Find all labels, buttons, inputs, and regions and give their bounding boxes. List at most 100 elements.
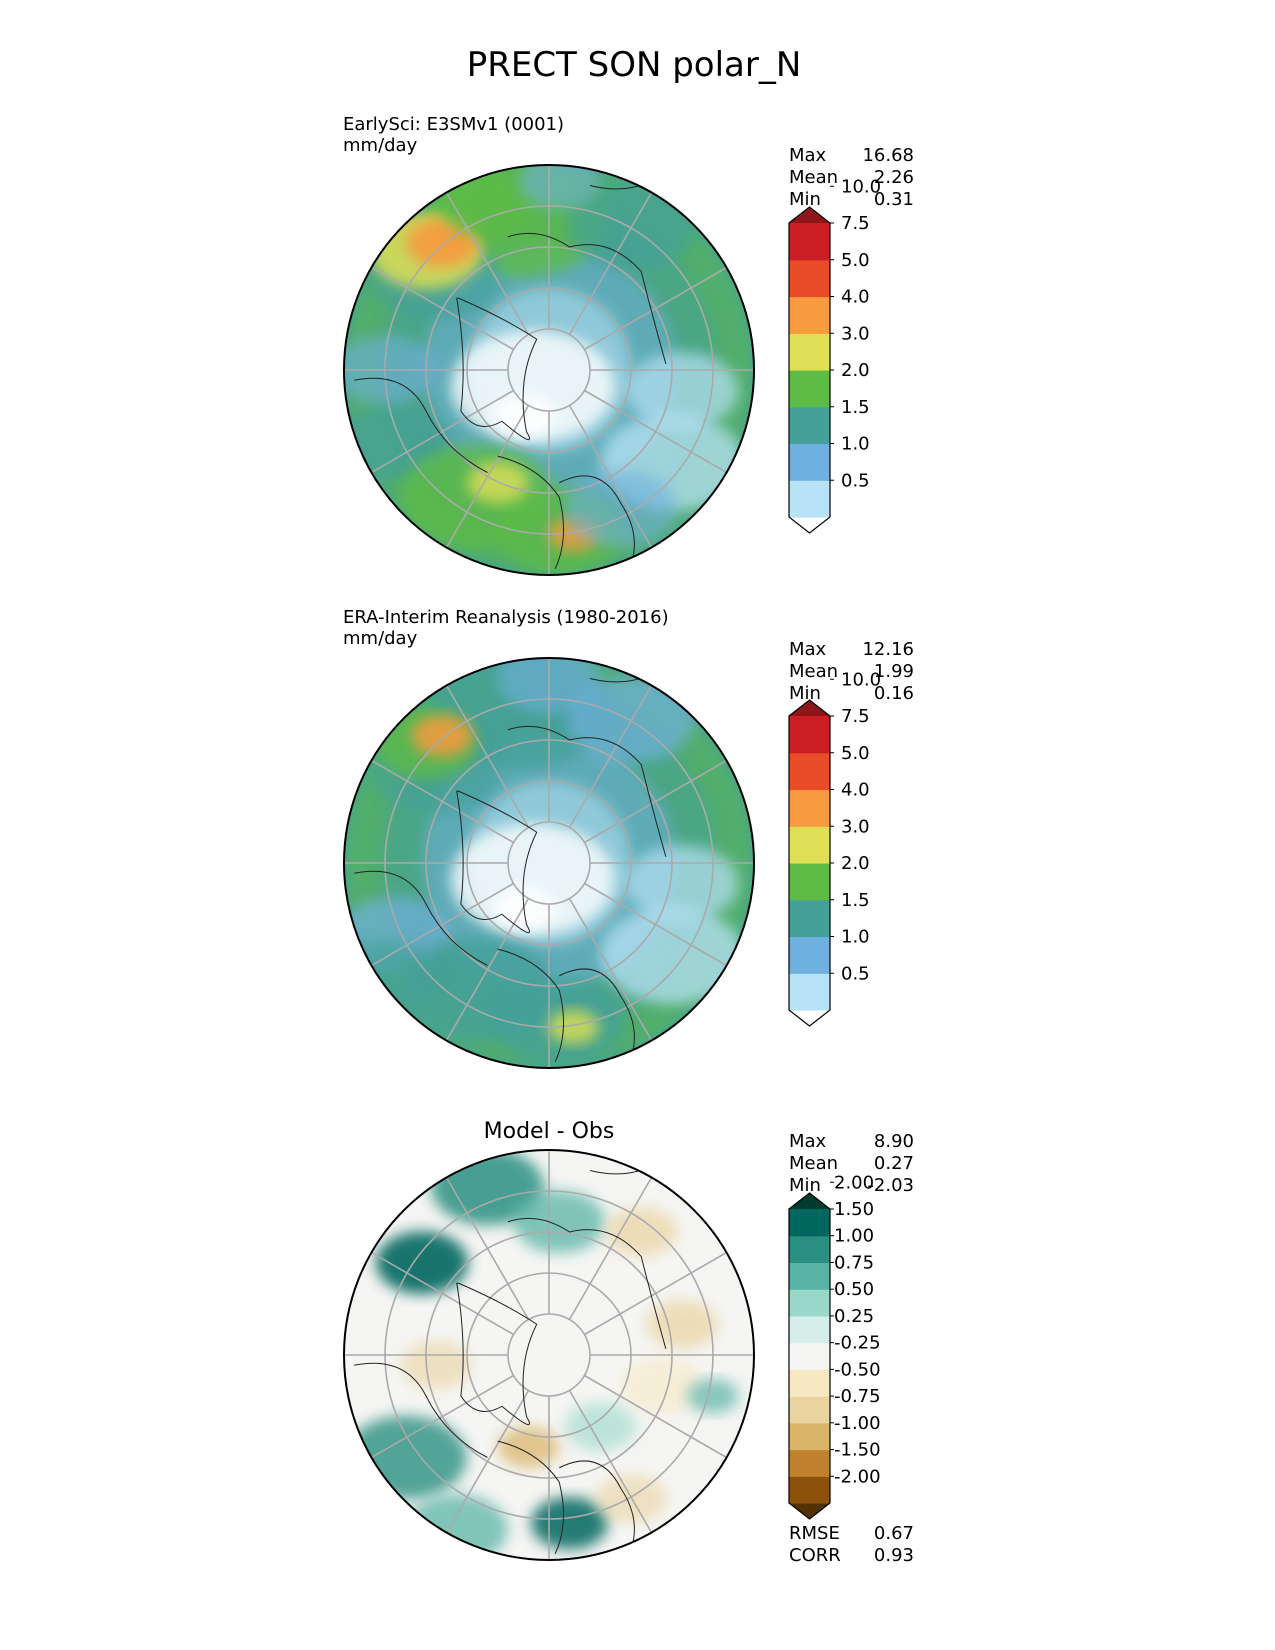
colorbar-swatch [789, 333, 830, 371]
colorbar-extend-min [789, 1010, 830, 1026]
metric-label-corr: CORR [789, 1545, 841, 1566]
colorbar-tick-label: -0.25 [834, 1333, 881, 1354]
stat-label-min: Min [789, 1175, 821, 1196]
colorbar-tick-label: -0.75 [834, 1386, 881, 1407]
stats-diff: Max 8.90 Mean 0.27 Min -2.03 [789, 1131, 914, 1196]
colorbar-extend-min [789, 517, 830, 533]
colorbar-swatch [789, 296, 830, 334]
precip-region [375, 1231, 469, 1295]
map-boundary [343, 657, 755, 1069]
graticule [344, 165, 754, 575]
stat-value-min: 0.16 [874, 683, 914, 704]
precip-region [411, 714, 474, 757]
colorbar-swatch [789, 826, 830, 864]
stat-value-mean: 2.26 [874, 167, 914, 188]
colorbar-swatch [789, 1396, 830, 1424]
colorbar-tick-label: -0.50 [834, 1359, 881, 1380]
stat-label-min: Min [789, 189, 821, 210]
map-boundary [343, 1149, 755, 1561]
colorbar-swatch [789, 863, 830, 901]
colorbar-tick-label: -2.00 [834, 1466, 881, 1487]
colorbar-outline [788, 699, 831, 1027]
colorbar-extend-max [789, 700, 830, 716]
colorbar-tick-label: 10.0 [841, 669, 881, 690]
panel-ref: ERA-Interim Reanalysis (1980-2016) mm/da… [343, 607, 914, 1069]
stat-label-max: Max [789, 639, 827, 660]
precip-region [564, 471, 678, 548]
stats-test: Max 16.68 Mean 2.26 Min 0.31 [789, 145, 914, 210]
precip-region [625, 845, 739, 922]
colorbar-tick-label: 1.50 [834, 1199, 874, 1220]
panel-title-test: EarlySci: E3SMv1 (0001) [343, 114, 564, 135]
precip-region [646, 1299, 719, 1349]
colorbar-extend-min [789, 1503, 830, 1519]
precip-region [564, 1402, 637, 1452]
precip-region [600, 906, 744, 1005]
metrics-diff: RMSE 0.67 CORR 0.93 [789, 1523, 914, 1566]
colorbar-swatch [789, 406, 830, 445]
colorbar-tick-label: 2.0 [841, 360, 870, 381]
precip-region [518, 165, 601, 210]
stat-value-max: 8.90 [874, 1131, 914, 1152]
precip-region [687, 1378, 739, 1414]
precip-region [400, 1340, 473, 1390]
polar-map-diff [343, 1149, 755, 1561]
stat-value-max: 16.68 [862, 145, 914, 166]
colorbar-tick-label: 4.0 [841, 287, 870, 308]
stat-value-max: 12.16 [862, 639, 914, 660]
colorbar-swatch [789, 1235, 830, 1264]
stat-value-mean: 1.99 [874, 661, 914, 682]
colorbar-swatch [789, 716, 830, 754]
precip-region [467, 461, 529, 504]
colorbar-tick-label: 0.25 [834, 1306, 874, 1327]
precip-region [450, 823, 615, 936]
precip-region [450, 330, 615, 443]
panel-title-ref: ERA-Interim Reanalysis (1980-2016) [343, 607, 669, 628]
colorbar-swatch [789, 1209, 830, 1237]
figure-title: PRECT SON polar_N [467, 45, 802, 85]
stat-value-min: -2.03 [867, 1175, 914, 1196]
colorbar-swatch [789, 1369, 830, 1397]
colorbar-tick-label: 7.5 [841, 706, 870, 727]
colorbar-swatch [789, 899, 830, 938]
polar-map-test [343, 164, 755, 576]
precip-region [405, 1494, 508, 1560]
precip-region [620, 1357, 703, 1414]
colorbar-tick-label: 1.0 [841, 434, 870, 455]
colorbar-swatch [789, 1289, 830, 1317]
precip-region [497, 1426, 560, 1469]
colorbar-outline [788, 206, 831, 534]
panel-title-diff: Model - Obs [484, 1119, 615, 1144]
stat-value-mean: 0.27 [874, 1153, 914, 1174]
colorbar-swatch [789, 1476, 830, 1504]
colorbar-tick-label: 1.00 [834, 1226, 874, 1247]
colorbar-swatch [789, 1262, 830, 1290]
graticule [344, 1150, 754, 1560]
stat-label-mean: Mean [789, 1153, 838, 1174]
colorbar-tick-label: 0.75 [834, 1252, 874, 1273]
colorbar-swatch [789, 752, 830, 791]
colorbar-tick-label: 2.0 [841, 853, 870, 874]
colorbar-swatch [789, 1342, 830, 1370]
stat-label-mean: Mean [789, 661, 838, 682]
colorbar-tick-label: 1.5 [841, 890, 870, 911]
stats-ref: Max 12.16 Mean 1.99 Min 0.16 [789, 639, 914, 704]
colorbar-tick-label: 5.0 [841, 250, 870, 271]
colorbar-swatch [789, 259, 830, 298]
precip-region [344, 940, 437, 1011]
precip-region [531, 1496, 608, 1550]
stat-label-mean: Mean [789, 167, 838, 188]
colorbar-swatch [789, 370, 830, 408]
metric-label-rmse: RMSE [789, 1523, 840, 1544]
polar-map-ref [343, 657, 755, 1069]
panel-test: EarlySci: E3SMv1 (0001) mm/day Max 16.68… [343, 114, 914, 576]
colorbar-tick-label: 3.0 [841, 323, 870, 344]
stat-label-max: Max [789, 145, 827, 166]
precip-region [441, 174, 534, 238]
precip-region [605, 1207, 678, 1257]
colorbar-swatch [789, 443, 830, 481]
panel-units-test: mm/day [343, 135, 418, 156]
colorbar-tick-label: 3.0 [841, 816, 870, 837]
colorbar-tick-label: 5.0 [841, 743, 870, 764]
colorbar-tick-label: -1.00 [834, 1413, 881, 1434]
